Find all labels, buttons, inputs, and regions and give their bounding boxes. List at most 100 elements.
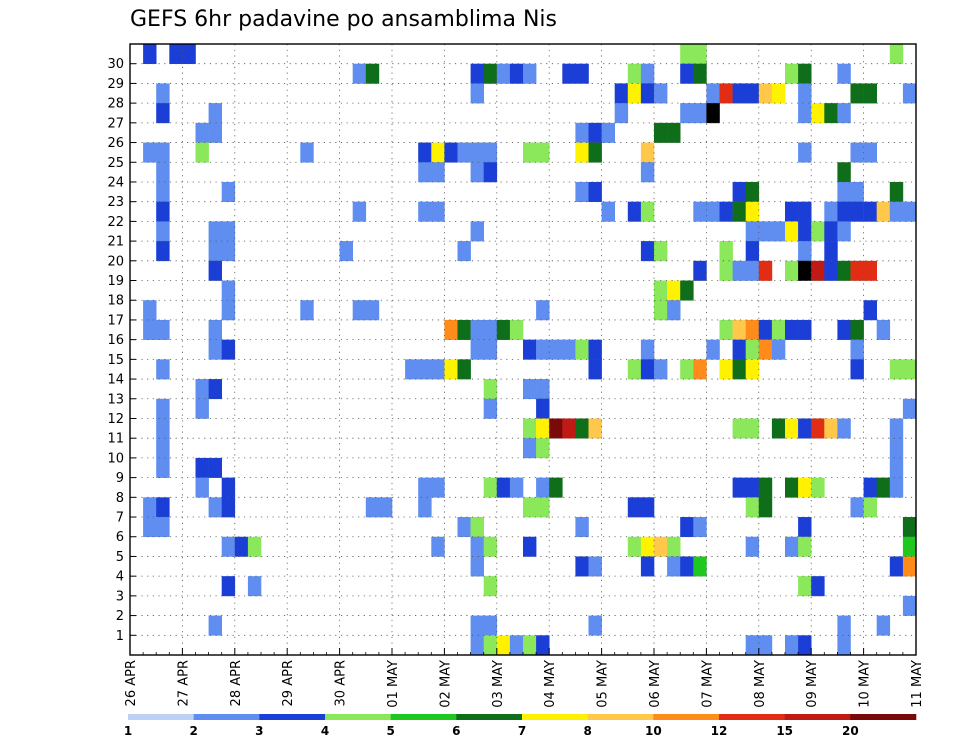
- heatmap-cell: [352, 63, 367, 84]
- heatmap-cell: [156, 438, 170, 459]
- heatmap-cell: [785, 201, 799, 222]
- heatmap-cell: [850, 142, 864, 163]
- heatmap-cell: [902, 201, 917, 222]
- x-tick-label: 27 APR: [176, 660, 191, 706]
- heatmap-cell: [431, 162, 445, 183]
- heatmap-cell: [640, 359, 655, 380]
- y-tick-label: 1: [116, 629, 124, 644]
- colorbar-label: 12: [711, 724, 728, 738]
- heatmap-cell: [758, 339, 773, 360]
- heatmap-cell: [496, 477, 511, 498]
- heatmap-cell: [156, 103, 170, 124]
- y-tick-label: 8: [116, 491, 124, 506]
- heatmap-cell: [824, 221, 838, 242]
- heatmap-cell: [339, 241, 353, 262]
- colorbar-label: 6: [452, 724, 460, 738]
- heatmap-cell: [706, 201, 720, 222]
- colorbar-label: 1: [124, 724, 132, 738]
- heatmap-cell: [575, 517, 589, 538]
- heatmap-cell: [863, 142, 877, 163]
- heatmap-cell: [811, 477, 825, 498]
- heatmap-cell: [470, 556, 484, 577]
- heatmap-cell: [837, 260, 851, 281]
- x-tick-label: 04 MAY: [543, 660, 558, 708]
- heatmap-cell: [667, 122, 681, 143]
- heatmap-cell: [614, 83, 629, 104]
- heatmap-cell: [798, 103, 812, 124]
- heatmap-cell: [824, 103, 838, 124]
- heatmap-cell: [863, 497, 877, 518]
- x-tick-label: 02 MAY: [438, 660, 453, 708]
- heatmap-cell: [588, 142, 602, 163]
- colorbar-swatch: [390, 714, 457, 720]
- heatmap-cell: [876, 201, 891, 222]
- heatmap-cell: [640, 497, 655, 518]
- heatmap-cell: [444, 319, 458, 340]
- y-tick-label: 13: [107, 392, 124, 407]
- heatmap-cell: [745, 221, 760, 242]
- heatmap-cell: [771, 339, 786, 360]
- x-tick-label: 10 MAY: [858, 660, 873, 708]
- heatmap-cell: [221, 497, 236, 518]
- heatmap-cell: [156, 142, 170, 163]
- heatmap-cell: [352, 300, 367, 321]
- heatmap-cell: [758, 497, 773, 518]
- heatmap-cell: [588, 181, 602, 202]
- heatmap-cell: [798, 221, 812, 242]
- x-tick-label: 26 APR: [124, 660, 139, 706]
- heatmap-cell: [785, 319, 799, 340]
- heatmap-cell: [811, 418, 825, 439]
- colorbar-swatch: [259, 714, 326, 720]
- heatmap-cell: [221, 477, 236, 498]
- heatmap-cell: [523, 142, 537, 163]
- colorbar-swatch: [522, 714, 588, 720]
- x-tick-label: 06 MAY: [648, 660, 663, 708]
- heatmap-cell: [627, 497, 642, 518]
- heatmap-cell: [588, 615, 602, 636]
- y-tick-label: 11: [107, 432, 124, 447]
- y-tick-label: 5: [116, 550, 124, 565]
- colorbar-label: 20: [842, 724, 859, 738]
- heatmap-cells: [143, 44, 917, 656]
- heatmap-cell: [693, 103, 707, 124]
- y-tick-label: 6: [116, 530, 124, 545]
- heatmap-cell: [719, 241, 733, 262]
- heatmap-cell: [798, 319, 812, 340]
- heatmap-cell: [837, 635, 851, 656]
- heatmap-cell: [837, 615, 851, 636]
- heatmap-cell: [863, 477, 877, 498]
- heatmap-cell: [758, 477, 773, 498]
- heatmap-cell: [143, 497, 157, 518]
- y-tick-label: 20: [107, 254, 124, 269]
- heatmap-cell: [588, 359, 602, 380]
- heatmap-cell: [208, 319, 222, 340]
- heatmap-cell: [457, 142, 471, 163]
- heatmap-cell: [785, 635, 799, 656]
- heatmap-cell: [850, 497, 864, 518]
- colorbar-swatch: [850, 714, 917, 720]
- heatmap-cell: [143, 517, 157, 538]
- heatmap-cell: [824, 260, 838, 281]
- x-tick-label: 01 MAY: [386, 660, 401, 708]
- heatmap-cell: [470, 162, 484, 183]
- heatmap-cell: [640, 339, 655, 360]
- heatmap-cell: [195, 379, 209, 400]
- heatmap-cell: [247, 576, 262, 597]
- heatmap-cell: [483, 635, 498, 656]
- heatmap-cell: [798, 260, 812, 281]
- colorbar-swatch: [653, 714, 720, 720]
- heatmap-cell: [418, 497, 432, 518]
- heatmap-cell: [247, 536, 262, 557]
- heatmap-cell: [889, 457, 904, 478]
- heatmap-cell: [693, 63, 707, 84]
- heatmap-cell: [824, 201, 838, 222]
- heatmap-cell: [771, 221, 786, 242]
- heatmap-cell: [745, 241, 760, 262]
- heatmap-cell: [523, 379, 537, 400]
- heatmap-cell: [785, 221, 799, 242]
- heatmap-cell: [798, 536, 812, 557]
- heatmap-cell: [523, 438, 537, 459]
- heatmap-cell: [195, 398, 209, 419]
- heatmap-cell: [470, 517, 484, 538]
